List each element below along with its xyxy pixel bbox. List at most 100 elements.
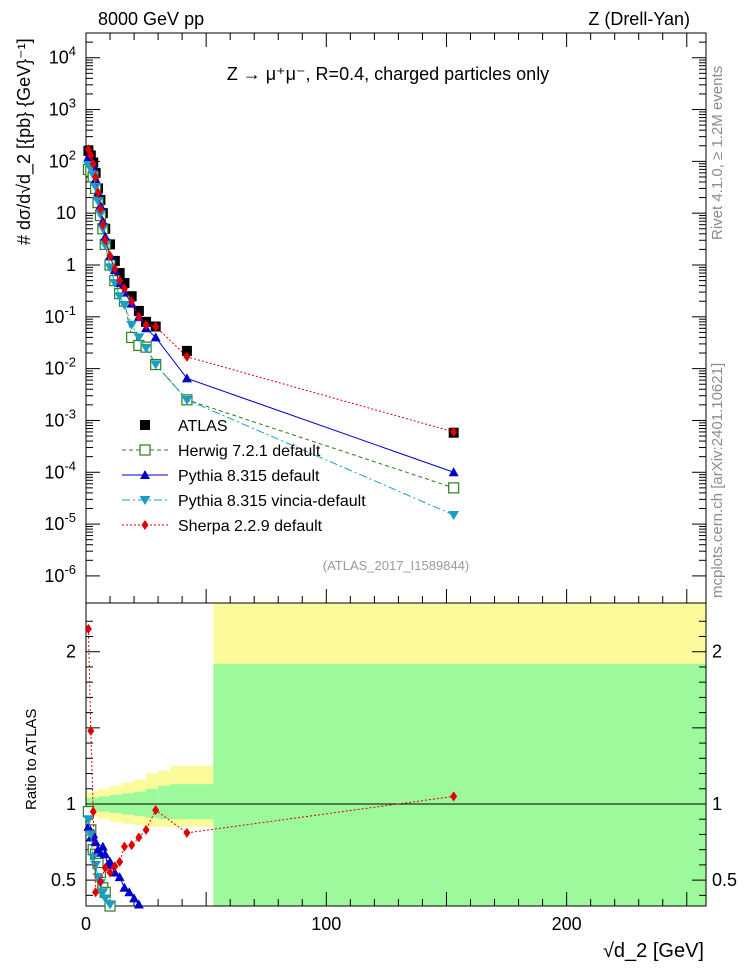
data-point-atlas bbox=[126, 291, 137, 302]
x-axis-title: √d_2 [GeV] bbox=[603, 940, 704, 962]
data-point-vincia bbox=[114, 292, 126, 302]
data-point-vincia bbox=[150, 360, 162, 370]
ratio-point-pythia bbox=[97, 841, 108, 851]
ratio-y-tick-label-right: 1 bbox=[712, 794, 722, 814]
ratio-point-pythia bbox=[114, 872, 125, 882]
ratio-uncertainty-bands bbox=[86, 603, 707, 906]
ratio-point-sherpa bbox=[92, 887, 100, 898]
ratio-point-sherpa bbox=[116, 856, 124, 867]
rivet-label: Rivet 4.1.0, ≥ 1.2M events bbox=[709, 66, 726, 240]
data-point-sherpa bbox=[96, 204, 104, 215]
data-point-vincia bbox=[94, 210, 106, 220]
data-point-sherpa bbox=[120, 283, 128, 294]
legend-label-atlas: ATLAS bbox=[178, 418, 228, 435]
data-point-sherpa bbox=[116, 275, 124, 286]
data-point-atlas bbox=[119, 277, 130, 288]
ratio-point-pythia bbox=[90, 837, 101, 847]
ratio-point-vincia bbox=[85, 830, 97, 840]
data-point-vincia bbox=[92, 197, 104, 207]
data-point-vincia bbox=[181, 395, 193, 405]
main-series bbox=[82, 144, 460, 520]
ratio-point-sherpa bbox=[87, 725, 95, 736]
ratio-series bbox=[82, 623, 458, 912]
data-point-vincia bbox=[104, 263, 116, 273]
ratio-point-sherpa bbox=[142, 824, 150, 835]
ratio-y-tick-label-right: 2 bbox=[712, 642, 722, 662]
legend-label-herwig: Herwig 7.2.1 default bbox=[178, 443, 321, 460]
ratio-point-pythia bbox=[133, 899, 144, 909]
ratio-point-sherpa bbox=[183, 827, 191, 838]
data-point-sherpa bbox=[89, 158, 97, 169]
data-point-atlas bbox=[114, 268, 125, 279]
data-point-pythia bbox=[448, 467, 459, 477]
data-point-vincia bbox=[126, 320, 138, 330]
ratio-point-pythia bbox=[100, 849, 111, 859]
ratio-point-pythia bbox=[109, 867, 120, 877]
y-tick-exponent: 3 bbox=[69, 96, 76, 111]
y-tick-label: 10-4 bbox=[44, 458, 76, 482]
y-tick-label: 10-6 bbox=[44, 562, 76, 586]
legend-marker-pythia bbox=[140, 470, 150, 479]
analysis-watermark: (ATLAS_2017_I1589844) bbox=[323, 558, 469, 573]
data-point-vincia bbox=[140, 344, 152, 354]
data-point-sherpa bbox=[142, 319, 150, 330]
data-point-sherpa bbox=[87, 150, 95, 161]
data-point-herwig bbox=[448, 482, 460, 494]
x-tick-label: 0 bbox=[81, 914, 91, 934]
legend-marker-vincia bbox=[139, 496, 151, 505]
legend-label-pythia: Pythia 8.315 default bbox=[178, 468, 320, 485]
data-point-sherpa bbox=[183, 351, 191, 362]
ratio-point-sherpa bbox=[106, 867, 114, 878]
ratio-point-sherpa bbox=[111, 861, 119, 872]
legend-marker-herwig bbox=[139, 444, 151, 456]
data-point-sherpa bbox=[111, 263, 119, 274]
data-point-sherpa bbox=[92, 171, 100, 182]
data-point-pythia bbox=[181, 373, 192, 383]
ratio-point-vincia bbox=[104, 900, 116, 910]
y-tick-exponent: -3 bbox=[64, 406, 76, 421]
data-point-atlas bbox=[181, 345, 192, 356]
data-point-sherpa bbox=[450, 426, 458, 437]
ratio-line-vincia bbox=[87, 819, 111, 905]
data-point-sherpa bbox=[152, 321, 160, 332]
ratio-y-tick-label-right: 0.5 bbox=[712, 870, 737, 890]
y-tick-label: 10 bbox=[56, 203, 76, 223]
y-tick-exponent: -1 bbox=[64, 303, 76, 318]
data-point-vincia bbox=[99, 241, 111, 251]
data-point-sherpa bbox=[99, 219, 107, 230]
ratio-point-vincia bbox=[99, 894, 111, 904]
ratio-y-axis-title: Ratio to ATLAS bbox=[23, 709, 40, 810]
data-point-sherpa bbox=[94, 187, 102, 198]
ratio-point-pythia bbox=[119, 882, 130, 892]
ratio-point-sherpa bbox=[84, 623, 92, 634]
ratio-plot-frame bbox=[85, 602, 707, 907]
legend-marker-sherpa bbox=[141, 520, 149, 530]
ratio-point-sherpa bbox=[128, 840, 136, 851]
legend-label-sherpa: Sherpa 2.2.9 default bbox=[178, 518, 323, 535]
y-tick-exponent: 4 bbox=[69, 44, 76, 59]
data-point-sherpa bbox=[101, 235, 109, 246]
ratio-y-tick-label: 0.5 bbox=[51, 870, 76, 890]
y-tick-label: 103 bbox=[49, 96, 76, 120]
data-point-sherpa bbox=[135, 311, 143, 322]
ratio-point-pythia bbox=[83, 821, 94, 831]
y-tick-exponent: 2 bbox=[69, 147, 76, 162]
data-point-vincia bbox=[448, 510, 460, 520]
data-point-vincia bbox=[133, 333, 145, 343]
ratio-point-sherpa bbox=[450, 791, 458, 802]
y-tick-label: 10-3 bbox=[44, 406, 76, 430]
x-tick-label: 200 bbox=[552, 914, 582, 934]
data-point-sherpa bbox=[106, 250, 114, 261]
legend: ATLAS Herwig 7.2.1 default Pythia 8.315 … bbox=[122, 418, 366, 535]
ratio-point-sherpa bbox=[135, 832, 143, 843]
y-tick-exponent: -5 bbox=[64, 510, 76, 525]
ratio-point-sherpa bbox=[89, 806, 97, 817]
y-tick-exponent: -6 bbox=[64, 562, 76, 577]
y-tick-exponent: -2 bbox=[64, 355, 76, 370]
y-tick-label: 10-5 bbox=[44, 510, 76, 534]
ratio-point-pythia bbox=[129, 893, 140, 903]
ratio-point-vincia bbox=[92, 873, 104, 883]
ratio-point-sherpa bbox=[152, 805, 160, 816]
mcplots-label: mcplots.cern.ch [arXiv:2401.10621] bbox=[709, 363, 726, 598]
